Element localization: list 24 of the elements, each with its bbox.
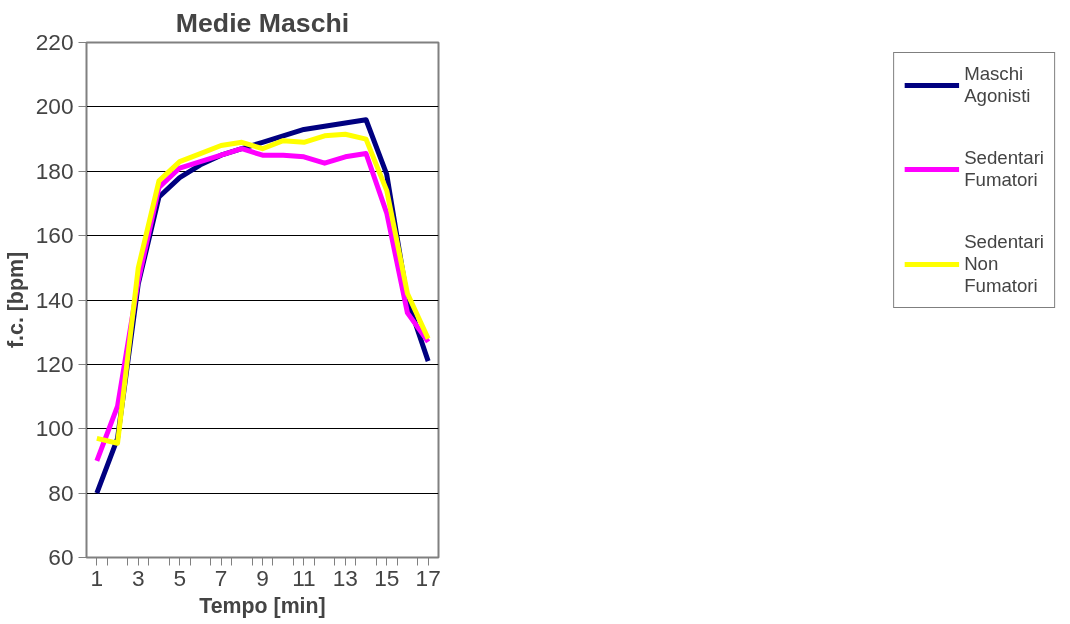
- legend-label: Sedentari Fumatori: [964, 147, 1044, 191]
- y-tick-label: 80: [48, 479, 74, 506]
- legend-label: Maschi Agonisti: [964, 63, 1031, 107]
- x-tick-label: 13: [332, 564, 358, 591]
- y-tick-label: 180: [35, 157, 74, 184]
- x-tick-label: 11: [292, 564, 316, 591]
- chart-title: Medie Maschi: [175, 7, 350, 38]
- x-tick-label: 9: [256, 564, 269, 591]
- y-tick-label: 200: [35, 93, 74, 120]
- y-axis-title: f.c. [bpm]: [3, 252, 28, 348]
- x-tick-label: 1: [90, 564, 104, 591]
- y-tick-label: 120: [35, 350, 74, 377]
- y-tick-label: 220: [35, 29, 74, 55]
- legend-label: Sedentari Non Fumatori: [964, 231, 1044, 297]
- y-tick-label: 140: [35, 286, 74, 313]
- x-tick-label: 5: [173, 564, 186, 591]
- y-tick-label: 100: [35, 415, 74, 442]
- y-tick-label: 60: [48, 544, 74, 570]
- x-tick-label: 15: [374, 564, 400, 591]
- x-tick-label: 3: [131, 564, 145, 591]
- x-tick-label: 17: [415, 564, 441, 591]
- x-tick-label: 7: [214, 564, 228, 591]
- x-axis-title: Tempo [min]: [199, 593, 326, 618]
- y-tick-label: 160: [35, 222, 74, 249]
